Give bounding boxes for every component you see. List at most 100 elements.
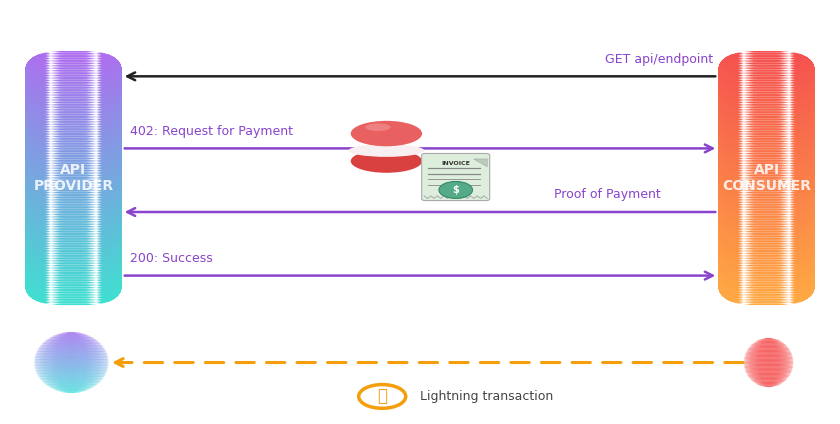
FancyBboxPatch shape [25,253,122,292]
FancyBboxPatch shape [718,215,815,254]
FancyBboxPatch shape [25,129,122,168]
FancyBboxPatch shape [718,90,815,129]
FancyBboxPatch shape [718,86,815,126]
FancyBboxPatch shape [25,46,122,85]
FancyBboxPatch shape [25,237,122,276]
FancyBboxPatch shape [25,47,122,86]
Ellipse shape [743,359,794,360]
FancyBboxPatch shape [718,71,815,110]
FancyBboxPatch shape [718,219,815,258]
FancyBboxPatch shape [25,226,122,265]
FancyBboxPatch shape [718,276,815,315]
FancyBboxPatch shape [25,192,122,231]
FancyBboxPatch shape [25,219,122,258]
FancyBboxPatch shape [25,227,122,266]
Ellipse shape [743,360,794,361]
FancyBboxPatch shape [25,215,122,254]
Ellipse shape [744,355,793,356]
FancyBboxPatch shape [718,217,815,256]
FancyBboxPatch shape [718,39,815,78]
FancyBboxPatch shape [25,217,122,256]
FancyBboxPatch shape [25,131,122,170]
FancyBboxPatch shape [25,109,122,148]
FancyBboxPatch shape [718,258,815,297]
FancyBboxPatch shape [25,190,122,229]
FancyBboxPatch shape [25,41,122,80]
FancyBboxPatch shape [718,58,815,97]
FancyBboxPatch shape [718,251,815,290]
FancyBboxPatch shape [718,265,815,304]
Ellipse shape [34,357,108,358]
FancyBboxPatch shape [25,144,122,183]
Ellipse shape [40,345,102,346]
FancyBboxPatch shape [718,200,815,239]
Ellipse shape [55,390,87,391]
FancyBboxPatch shape [718,75,815,114]
FancyBboxPatch shape [718,76,815,115]
FancyBboxPatch shape [25,80,122,119]
Ellipse shape [44,383,99,384]
FancyBboxPatch shape [718,249,815,288]
FancyBboxPatch shape [718,54,815,93]
Ellipse shape [753,343,785,344]
FancyBboxPatch shape [25,244,122,283]
FancyBboxPatch shape [25,73,122,112]
Ellipse shape [34,369,108,370]
FancyBboxPatch shape [718,209,815,248]
Ellipse shape [748,348,789,349]
FancyBboxPatch shape [25,54,122,93]
FancyBboxPatch shape [25,85,122,124]
FancyBboxPatch shape [25,136,122,175]
Ellipse shape [743,365,794,366]
FancyBboxPatch shape [718,280,815,319]
Ellipse shape [757,384,780,385]
FancyBboxPatch shape [718,115,815,154]
Ellipse shape [34,361,109,362]
FancyBboxPatch shape [25,36,122,75]
FancyBboxPatch shape [718,159,815,198]
FancyBboxPatch shape [718,64,815,103]
Ellipse shape [34,363,109,364]
FancyBboxPatch shape [718,163,815,202]
FancyBboxPatch shape [25,159,122,198]
Ellipse shape [37,375,106,376]
Ellipse shape [34,357,108,358]
Ellipse shape [746,373,791,374]
Ellipse shape [744,367,793,368]
Ellipse shape [34,368,108,369]
Text: API
CONSUMER: API CONSUMER [722,163,811,193]
FancyBboxPatch shape [25,200,122,239]
FancyBboxPatch shape [25,95,122,134]
FancyBboxPatch shape [718,158,815,197]
FancyBboxPatch shape [718,224,815,263]
FancyBboxPatch shape [25,88,122,127]
FancyBboxPatch shape [25,68,122,107]
Ellipse shape [40,379,102,380]
FancyBboxPatch shape [25,278,122,317]
FancyBboxPatch shape [25,158,122,197]
FancyBboxPatch shape [25,49,122,88]
FancyBboxPatch shape [718,132,815,171]
Ellipse shape [351,121,423,146]
FancyBboxPatch shape [718,42,815,81]
Ellipse shape [43,342,100,343]
FancyBboxPatch shape [718,256,815,295]
FancyBboxPatch shape [718,161,815,200]
FancyBboxPatch shape [718,282,815,321]
Circle shape [359,385,406,408]
FancyBboxPatch shape [718,246,815,285]
FancyBboxPatch shape [25,185,122,224]
FancyBboxPatch shape [25,178,122,217]
FancyBboxPatch shape [25,105,122,144]
FancyBboxPatch shape [25,183,122,222]
Ellipse shape [34,365,109,366]
Ellipse shape [51,388,92,389]
FancyBboxPatch shape [718,34,815,73]
FancyBboxPatch shape [718,92,815,131]
FancyBboxPatch shape [718,93,815,132]
Ellipse shape [34,367,108,368]
FancyBboxPatch shape [25,195,122,234]
FancyBboxPatch shape [25,258,122,297]
FancyBboxPatch shape [718,275,815,314]
FancyBboxPatch shape [718,198,815,237]
